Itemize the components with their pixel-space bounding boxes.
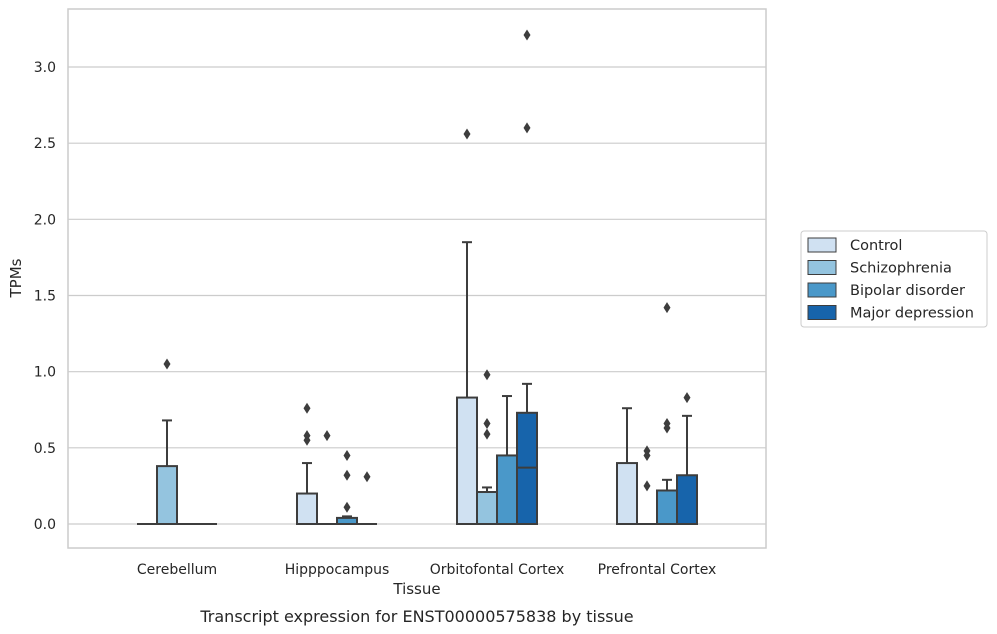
outlier-point: [163, 358, 171, 370]
legend: Control Schizophrenia Bipolar disorder Majo…: [800, 230, 988, 328]
outlier-point: [663, 302, 671, 314]
legend-swatch: [807, 237, 837, 253]
box: [616, 462, 638, 526]
box-group: [296, 402, 318, 525]
outlier-point: [483, 428, 491, 440]
box-group: [317, 430, 337, 525]
box: [456, 396, 478, 525]
outlier-point: [643, 445, 651, 457]
box-group: [637, 445, 657, 525]
x-tick-label: Hipppocampus: [285, 562, 390, 578]
box-group: [156, 358, 178, 526]
box-group: [516, 29, 538, 525]
box-group: [336, 449, 358, 526]
x-tick-label: Prefrontal Cortex: [598, 562, 717, 578]
outlier-point: [463, 128, 471, 140]
y-tick-label: 2.0: [34, 212, 56, 228]
box-group: [357, 471, 377, 525]
x-tick-label: Orbitofontal Cortex: [430, 562, 565, 578]
outlier-point: [663, 417, 671, 429]
legend-frame: [800, 230, 988, 328]
box-group: [616, 407, 638, 526]
outlier-point: [483, 417, 491, 429]
legend-label: Schizophrenia: [850, 261, 952, 277]
y-tick-label: 1.0: [34, 365, 56, 381]
x-axis-label: Tissue: [392, 580, 440, 598]
chart-caption: Transcript expression for ENST0000057583…: [199, 607, 633, 626]
outlier-point: [303, 402, 311, 414]
legend-swatch: [807, 260, 837, 275]
outlier-point: [643, 480, 651, 492]
outlier-point: [363, 471, 371, 483]
outlier-point: [523, 29, 531, 41]
box: [656, 489, 678, 525]
boxes: [137, 29, 698, 526]
outlier-point: [343, 501, 351, 513]
y-tick-label: 0.5: [34, 441, 56, 457]
y-tick-label: 3.0: [34, 60, 56, 76]
box: [476, 491, 498, 526]
box-group: [676, 392, 698, 525]
y-tick-label: 2.5: [34, 136, 56, 152]
box-group: [476, 369, 498, 526]
legend-label: Major depression: [850, 306, 974, 322]
box: [496, 454, 518, 526]
outlier-point: [323, 430, 331, 442]
box: [296, 492, 318, 525]
x-ticks: Cerebellum Hipppocampus Orbitofontal Corte…: [137, 562, 716, 578]
box: [156, 465, 178, 526]
x-tick-label: Cerebellum: [137, 562, 217, 578]
plot-area: [67, 8, 767, 549]
box: [676, 474, 698, 525]
outlier-point: [483, 369, 491, 381]
box-group: [456, 128, 478, 525]
y-ticks: 0.0 0.5 1.0 1.5 2.0 2.5 3.0: [34, 60, 56, 533]
legend-swatch: [807, 282, 837, 298]
y-tick-label: 1.5: [34, 289, 56, 305]
outlier-point: [683, 392, 691, 404]
legend-label: Bipolar disorder: [850, 283, 965, 299]
y-tick-label: 0.0: [34, 517, 56, 533]
outlier-point: [303, 430, 311, 442]
box-group: [656, 302, 678, 525]
outlier-point: [343, 449, 351, 461]
outlier-point: [343, 469, 351, 481]
outlier-point: [523, 122, 531, 134]
legend-label: Control: [850, 238, 902, 254]
legend-swatch: [807, 305, 837, 320]
y-axis-label: TPMs: [7, 258, 25, 298]
